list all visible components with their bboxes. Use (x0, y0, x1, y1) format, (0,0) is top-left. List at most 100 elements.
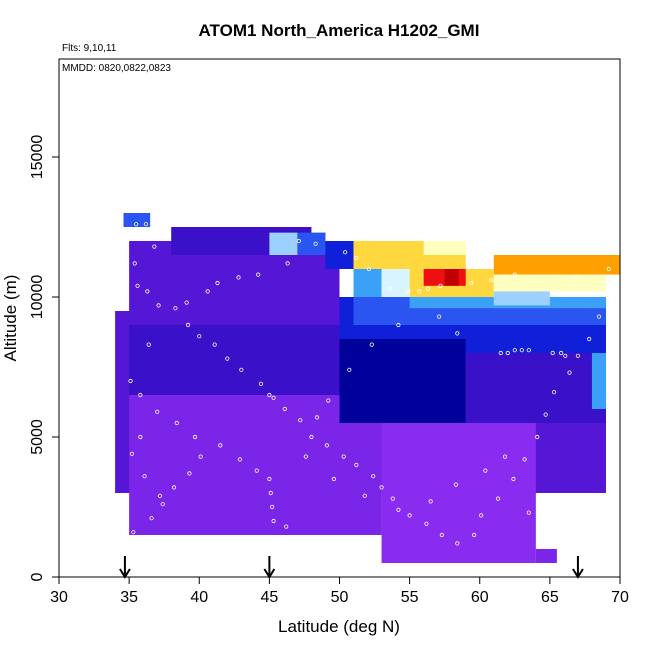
observation-point-103 (303, 454, 308, 459)
observation-point-37 (567, 370, 572, 375)
x-tick-label-45: 45 (260, 589, 278, 606)
observation-point-30 (479, 513, 484, 518)
flight-arrow-2 (572, 556, 584, 579)
observation-point-1 (143, 222, 149, 227)
observation-point-68 (174, 420, 179, 426)
observation-point-84 (138, 434, 143, 440)
heatmap-cell-6 (465, 353, 606, 423)
observation-point-72 (254, 468, 259, 473)
observation-point-91 (505, 350, 510, 356)
observation-point-79 (149, 516, 154, 521)
observation-point-87 (157, 493, 163, 498)
observation-point-18 (309, 434, 314, 440)
observation-point-27 (439, 532, 444, 538)
observation-point-23 (379, 485, 384, 490)
observation-point-59 (256, 272, 261, 277)
flights-annotation: Flts: 9,10,11 (62, 43, 117, 54)
observation-point-78 (131, 530, 136, 535)
observation-point-24 (390, 496, 395, 501)
observation-point-114 (575, 496, 581, 501)
observation-point-105 (362, 493, 367, 498)
observation-point-0 (134, 222, 139, 227)
observation-point-58 (285, 261, 290, 266)
observation-point-43 (573, 275, 578, 280)
observation-point-104 (331, 476, 336, 482)
observation-point-44 (512, 272, 517, 277)
x-axis: 30 35 40 45 50 55 60 65 70 (50, 577, 629, 606)
observation-point-67 (155, 409, 160, 414)
heatmap-cell-28 (535, 549, 557, 563)
flight-arrow-1 (263, 556, 276, 579)
y-tick-label-15000: 15000 (29, 135, 46, 180)
observation-points (128, 222, 611, 546)
observation-point-46 (488, 278, 494, 283)
observation-point-40 (596, 314, 602, 319)
observation-point-28 (455, 541, 460, 546)
observation-point-8 (185, 322, 191, 328)
observation-point-70 (218, 443, 223, 448)
observation-point-62 (205, 289, 210, 294)
heatmap-cell-2 (381, 423, 536, 549)
x-tick-label-50: 50 (331, 589, 349, 606)
heatmap-cell-16 (423, 241, 466, 255)
observation-point-22 (371, 474, 376, 479)
observation-point-54 (354, 255, 359, 260)
heatmap-cell-21 (493, 255, 620, 275)
observation-point-6 (156, 303, 161, 308)
y-axis-label: Altitude (m) (1, 275, 20, 362)
observation-point-81 (171, 485, 177, 490)
observation-point-113 (561, 518, 567, 524)
observation-point-76 (271, 518, 276, 524)
observation-point-66 (138, 392, 143, 398)
observation-point-42 (606, 266, 611, 272)
dates-annotation: MMDD: 0820,0822,0823 (62, 63, 171, 74)
observation-point-65 (128, 378, 133, 384)
observation-point-95 (563, 353, 568, 358)
observation-point-16 (282, 406, 287, 412)
observation-point-60 (236, 275, 241, 280)
observation-point-77 (284, 524, 289, 529)
observation-point-7 (173, 306, 178, 311)
observation-point-108 (453, 482, 459, 487)
observation-point-29 (472, 532, 477, 538)
observation-point-111 (526, 510, 531, 515)
observation-point-31 (495, 496, 501, 501)
observation-point-96 (436, 314, 442, 319)
observation-point-56 (313, 241, 318, 246)
observation-point-83 (198, 454, 203, 459)
observation-point-5 (145, 289, 150, 294)
observation-point-47 (469, 280, 474, 286)
heatmap-cell-11 (269, 232, 298, 255)
observation-point-4 (135, 283, 140, 288)
heatmap-cell-3 (129, 325, 340, 395)
observation-point-106 (396, 507, 401, 512)
observation-point-45 (501, 275, 506, 280)
observation-point-100 (347, 367, 352, 372)
x-tick-label-65: 65 (541, 589, 559, 606)
observation-point-35 (543, 412, 548, 417)
observation-point-92 (498, 350, 503, 356)
observation-point-85 (129, 451, 135, 456)
heatmap-cells (115, 213, 620, 563)
observation-point-33 (522, 457, 527, 462)
heatmap-cell-27 (381, 549, 536, 563)
observation-point-39 (587, 336, 592, 342)
heatmap-cell-25 (493, 291, 550, 306)
observation-point-86 (142, 474, 147, 479)
observation-point-82 (187, 471, 192, 476)
observation-point-49 (425, 286, 430, 291)
observation-point-102 (314, 415, 320, 420)
y-tick-label-10000: 10000 (29, 275, 46, 320)
observation-point-10 (212, 342, 217, 347)
x-tick-label-35: 35 (120, 589, 138, 606)
observation-point-93 (550, 350, 555, 356)
heatmap-cell-17 (381, 269, 410, 297)
observation-point-15 (271, 395, 276, 400)
observation-point-20 (341, 454, 346, 459)
observation-point-71 (237, 457, 243, 462)
observation-point-2 (152, 244, 157, 249)
observation-point-110 (502, 454, 508, 459)
observation-point-80 (160, 502, 165, 507)
observation-point-19 (324, 443, 329, 448)
heatmap-cell-14 (353, 269, 382, 297)
